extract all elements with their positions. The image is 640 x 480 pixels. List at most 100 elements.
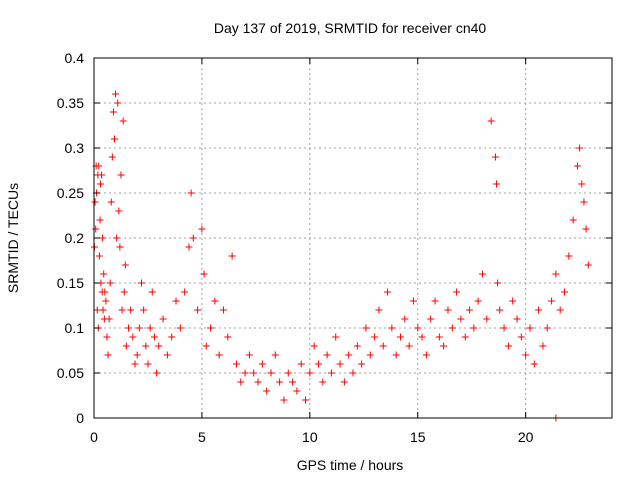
data-point — [271, 351, 279, 359]
data-point — [104, 351, 112, 359]
data-point — [159, 315, 167, 323]
data-point — [362, 324, 370, 332]
data-point — [107, 198, 115, 206]
data-point — [99, 234, 107, 242]
data-point — [422, 351, 430, 359]
data-point — [118, 306, 126, 314]
x-tick-label: 10 — [302, 429, 318, 445]
data-point — [172, 297, 180, 305]
y-tick-label: 0.35 — [57, 95, 84, 111]
x-tick-label: 0 — [90, 429, 98, 445]
data-point — [224, 333, 232, 341]
data-point — [135, 324, 143, 332]
data-point — [267, 369, 275, 377]
y-tick-label: 0.1 — [65, 320, 85, 336]
data-point — [127, 306, 135, 314]
data-point — [101, 288, 109, 296]
data-point — [573, 162, 581, 170]
data-point — [448, 324, 456, 332]
data-point — [100, 270, 108, 278]
data-point — [112, 90, 120, 98]
data-point — [245, 351, 253, 359]
data-point — [561, 288, 569, 296]
data-point — [220, 306, 227, 314]
data-point — [131, 360, 139, 368]
data-point — [371, 333, 379, 341]
data-point — [392, 351, 400, 359]
data-point — [543, 324, 551, 332]
data-point — [289, 378, 297, 386]
data-point — [366, 351, 374, 359]
data-point — [280, 396, 288, 404]
data-point — [517, 333, 525, 341]
data-point — [95, 162, 103, 170]
data-point — [163, 351, 171, 359]
data-point — [237, 378, 245, 386]
data-point — [98, 171, 106, 179]
data-point — [509, 297, 517, 305]
data-point — [539, 342, 547, 350]
data-point — [117, 171, 125, 179]
data-point — [466, 306, 474, 314]
x-axis-label: GPS time / hours — [297, 457, 404, 473]
data-point — [111, 135, 119, 143]
data-point — [284, 369, 292, 377]
x-tick-label: 15 — [410, 429, 426, 445]
data-point — [336, 360, 344, 368]
data-point — [431, 297, 439, 305]
y-tick-label: 0.2 — [65, 230, 85, 246]
data-point — [198, 225, 206, 233]
data-point — [207, 324, 215, 332]
data-point — [440, 342, 448, 350]
data-point — [250, 369, 258, 377]
data-point — [504, 342, 512, 350]
y-tick-label: 0.3 — [65, 140, 85, 156]
data-point — [99, 306, 107, 314]
data-point — [116, 243, 124, 251]
data-point — [396, 333, 404, 341]
data-point — [483, 315, 491, 323]
data-point — [276, 378, 284, 386]
data-point — [133, 351, 141, 359]
data-point — [181, 288, 189, 296]
data-point — [493, 180, 501, 188]
data-point — [103, 333, 111, 341]
data-point — [105, 315, 113, 323]
y-tick-label: 0.05 — [57, 365, 84, 381]
data-point — [306, 369, 314, 377]
data-point — [95, 252, 103, 260]
data-point — [137, 279, 145, 287]
data-point — [470, 324, 478, 332]
data-point — [96, 180, 104, 188]
y-axis-ticks: 0 0.05 0.1 0.15 0.2 0.25 0.3 0.35 0.4 — [57, 50, 612, 426]
data-point — [522, 351, 530, 359]
y-tick-label: 0.15 — [57, 275, 84, 291]
data-point — [200, 270, 208, 278]
data-point — [120, 288, 128, 296]
x-axis-ticks: 0 5 10 15 20 — [90, 58, 534, 445]
y-tick-label: 0.25 — [57, 185, 84, 201]
data-point — [457, 315, 465, 323]
data-point — [327, 369, 335, 377]
data-point — [211, 297, 219, 305]
data-point — [584, 261, 592, 269]
data-point — [349, 369, 357, 377]
x-tick-label: 5 — [198, 429, 206, 445]
data-point — [401, 315, 409, 323]
data-point — [513, 315, 521, 323]
data-point — [375, 306, 383, 314]
data-point — [194, 306, 202, 314]
data-point — [241, 369, 249, 377]
chart-title: Day 137 of 2019, SRMTID for receiver cn4… — [214, 20, 487, 36]
data-point — [108, 153, 116, 161]
data-point — [418, 333, 426, 341]
data-point — [263, 387, 271, 395]
data-point — [384, 288, 392, 296]
data-point — [530, 360, 538, 368]
y-tick-label: 0 — [76, 410, 84, 426]
data-point — [113, 234, 121, 242]
data-point — [582, 225, 590, 233]
data-point — [548, 297, 556, 305]
